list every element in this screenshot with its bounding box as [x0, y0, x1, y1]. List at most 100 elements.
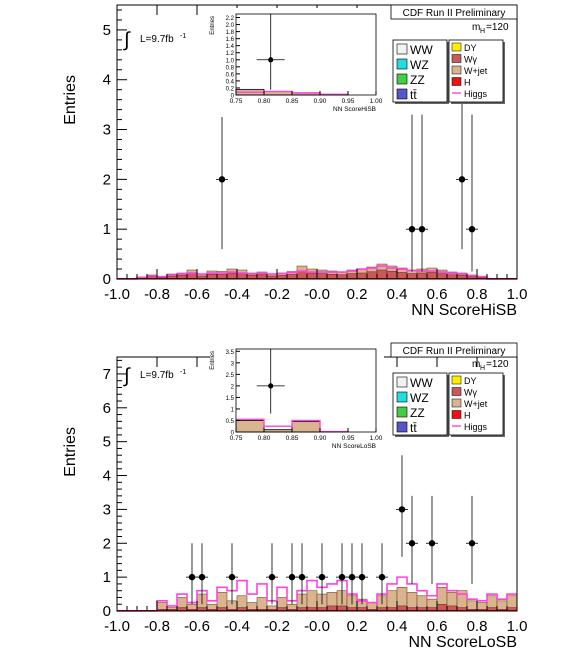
legend-label: Wγ — [464, 388, 477, 398]
lumi-label: L=9.7fb — [140, 370, 174, 381]
inset-data-point — [268, 383, 274, 389]
chart-panel-top: -1.0 -0.8 -0.6 -0.4 -0.2 -0.0 0.2 0.4 0.6 0.8 1.00… — [62, 4, 528, 319]
inset-y-tick-label: 0 — [231, 94, 235, 100]
x-tick-label: -1.0 — [104, 618, 130, 635]
legend-swatch — [451, 410, 462, 419]
legend-label: ZZ — [410, 406, 425, 420]
x-tick-label: 0.4 — [387, 286, 408, 303]
legend-swatch — [451, 42, 462, 52]
mass-subscript: H — [480, 28, 485, 35]
inset-y-tick-label: 0.8 — [226, 65, 235, 71]
x-tick-label: 0.6 — [427, 618, 448, 635]
x-axis-title: NN ScoreLoSB — [409, 634, 518, 651]
legend-label: W+jet — [464, 399, 488, 409]
legend-label: ZZ — [410, 73, 425, 87]
x-tick-label: -0.6 — [184, 286, 210, 303]
legend-swatch — [451, 398, 462, 408]
inset-y-tick-label: 1 — [231, 407, 235, 413]
inset-y-tick-label: 1.0 — [226, 58, 235, 64]
y-tick-label: 3 — [103, 501, 111, 518]
wgamma-bar — [386, 270, 398, 280]
inset-x-tick-label: 1.00 — [370, 435, 383, 442]
lumi-superscript: -1 — [180, 369, 186, 376]
legend-label: Wγ — [464, 55, 477, 65]
legend-swatch — [396, 73, 408, 85]
legend-label: DY — [464, 376, 477, 386]
inset-x-axis-title: NN ScoreLoSB — [332, 443, 376, 450]
x-tick-label: -0.0 — [304, 286, 330, 303]
data-point — [318, 573, 326, 581]
x-tick-label: -0.2 — [264, 286, 290, 303]
data-point — [268, 573, 276, 581]
legend-swatch — [451, 77, 462, 86]
inset-x-tick-label: 0.85 — [286, 98, 299, 105]
data-point — [458, 176, 466, 183]
integral-sign: ∫ — [123, 365, 131, 387]
inset-y-tick-label: 0 — [231, 431, 235, 437]
legend-label: tt̄ — [410, 88, 417, 102]
y-tick-label: 0 — [103, 271, 111, 288]
inset-y-tick-label: 0.2 — [226, 86, 235, 92]
inset-x-tick-label: 0.80 — [258, 435, 271, 442]
legend-label: H — [464, 78, 471, 88]
y-tick-label: 2 — [103, 535, 111, 552]
chart-panel-bottom: -1.0 -0.8 -0.6 -0.4 -0.2 -0.0 0.2 0.4 0.6 0.8 1.00… — [62, 342, 527, 651]
inset-frame — [235, 13, 377, 96]
inset-x-tick-label: 0.75 — [230, 98, 243, 105]
y-axis-title: Entries — [62, 75, 79, 125]
x-tick-label: 0.2 — [347, 618, 368, 635]
x-tick-label: -0.8 — [144, 618, 170, 635]
inset-y-tick-label: 3 — [231, 361, 235, 367]
inset-x-tick-label: 0.90 — [314, 435, 327, 442]
y-tick-label: 1 — [103, 569, 111, 586]
inset-x-tick-label: 0.75 — [230, 435, 243, 442]
inset-y-axis-title: Entries — [210, 351, 216, 370]
legend-swatch — [396, 58, 408, 70]
x-tick-label: 1.0 — [507, 286, 528, 303]
wgamma-bar — [296, 270, 308, 280]
inset-y-tick-label: 2.2 — [226, 16, 235, 22]
mass-value: =120 — [486, 359, 509, 370]
inset-stack-bar — [235, 420, 265, 433]
x-tick-label: -0.0 — [304, 618, 330, 635]
data-point — [218, 176, 226, 183]
y-tick-label: 6 — [103, 400, 111, 417]
data-point — [468, 225, 476, 233]
x-tick-label: -0.4 — [224, 286, 250, 303]
inset-background — [210, 343, 384, 454]
inset-y-tick-label: 2.5 — [226, 373, 235, 379]
x-tick-label: -0.8 — [144, 286, 170, 303]
y-tick-label: 4 — [103, 72, 111, 89]
legend-label: Higgs — [464, 422, 488, 432]
inset-x-tick-label: 0.90 — [314, 98, 327, 105]
inset-y-tick-label: 0.5 — [226, 419, 235, 425]
inset-y-tick-label: 0.4 — [226, 79, 235, 85]
legend-label: WZ — [410, 58, 429, 72]
inset-x-axis-title: NN ScoreHiSB — [333, 106, 376, 113]
wgamma-bar — [376, 269, 388, 280]
data-point — [348, 573, 356, 581]
data-point — [188, 573, 196, 581]
mass-subscript: H — [480, 365, 485, 372]
y-tick-label: 2 — [103, 171, 111, 188]
inset-panel: 0.75 0.80 0.85 0.90 0.95 1.00 0 0.5 1 1.5 2 2.5 3 3.5… — [210, 343, 384, 454]
y-tick-label: 5 — [103, 22, 111, 39]
legend-label: WW — [410, 43, 433, 57]
y-tick-label: 0 — [103, 603, 111, 620]
legend-swatch — [396, 406, 408, 418]
inset-y-axis-title: Entries — [210, 16, 216, 35]
legend-swatch — [451, 387, 462, 396]
lumi-superscript: -1 — [180, 33, 186, 40]
mass-label: m — [472, 22, 480, 33]
data-point — [298, 573, 306, 581]
legend-swatch — [396, 421, 408, 433]
legend-label: Higgs — [464, 89, 488, 99]
data-point — [358, 573, 366, 581]
legend-swatch — [451, 375, 462, 385]
legend-label: tt̄ — [410, 421, 417, 435]
y-tick-label: 5 — [103, 434, 111, 451]
inset-y-tick-label: 3.5 — [226, 350, 235, 356]
inset-frame — [235, 348, 377, 433]
inset-y-tick-label: 2 — [231, 384, 235, 390]
